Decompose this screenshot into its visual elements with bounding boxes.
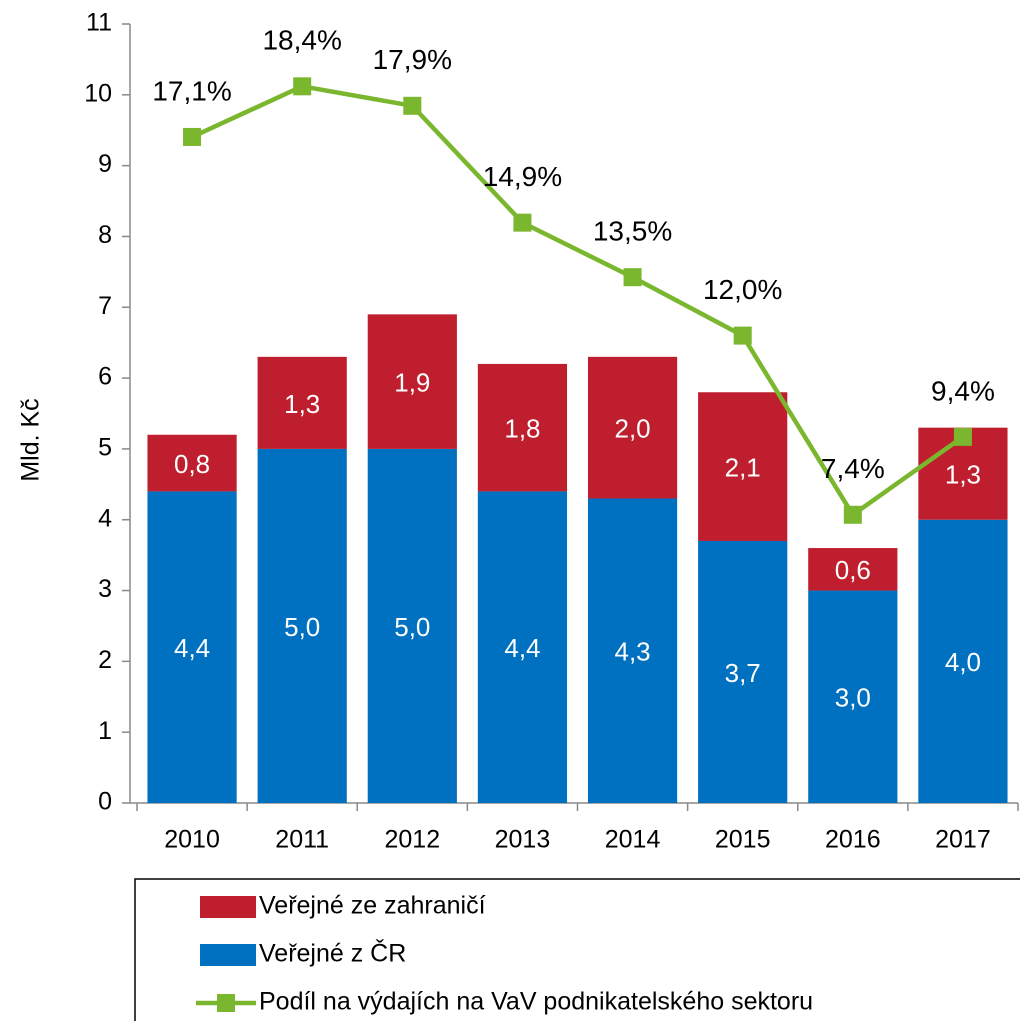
x-tick-label: 2014 [605, 826, 661, 854]
bar [477, 363, 568, 492]
bar-value-label: 4,4 [174, 633, 210, 663]
y-tick-label: 9 [98, 150, 112, 178]
bar [257, 448, 347, 803]
bar-value-label: 5,0 [394, 612, 430, 642]
y-tick-label: 2 [98, 646, 112, 674]
bar-value-label: 4,0 [945, 647, 981, 677]
legend-box [134, 878, 1020, 1021]
bar [698, 392, 788, 541]
x-tick-label: 2015 [715, 826, 771, 854]
y-tick-label: 7 [98, 292, 112, 320]
x-tick-label: 2011 [275, 826, 329, 854]
bar [477, 491, 568, 803]
y-axis-label: Mld. Kč [17, 398, 45, 481]
legend-marker [217, 994, 235, 1012]
line-value-label: 13,5% [593, 216, 672, 247]
bar [808, 548, 898, 591]
legend-label: Veřejné ze zahraničí [259, 892, 486, 920]
line-marker [843, 505, 862, 524]
bar [147, 491, 237, 803]
line-value-label: 17,1% [152, 75, 231, 106]
legend-label: Veřejné z ČR [259, 939, 406, 968]
x-tick-label: 2010 [164, 826, 220, 854]
bar-value-label: 2,1 [725, 452, 761, 482]
y-tick-label: 10 [84, 79, 112, 107]
line-value-label: 18,4% [262, 25, 341, 56]
line-marker [183, 127, 202, 146]
bar [808, 590, 898, 803]
bar-value-label: 1,8 [504, 414, 540, 444]
line-marker [513, 213, 532, 232]
bar-value-label: 5,0 [284, 612, 320, 642]
bar [367, 314, 457, 449]
line [191, 83, 965, 518]
bar [367, 448, 457, 803]
y-tick-label: 5 [98, 434, 112, 462]
y-tick-label: 0 [98, 788, 112, 816]
bar-value-label: 3,7 [725, 658, 761, 688]
bar [147, 434, 237, 492]
legend-swatch [200, 896, 256, 918]
legend-label: Podíl na výdajích na VaV podnikatelského… [259, 988, 813, 1016]
x-tick-label: 2012 [385, 826, 441, 854]
line-value-label: 12,0% [703, 274, 782, 305]
bar-value-label: 0,6 [835, 555, 871, 585]
line-marker [403, 96, 422, 115]
x-tick-label: 2016 [825, 826, 881, 854]
bar-value-label: 0,8 [174, 449, 210, 479]
legend-swatch [200, 944, 256, 966]
y-tick-label: 8 [98, 221, 112, 249]
bar-value-label: 1,3 [945, 460, 981, 490]
bar-value-label: 1,3 [284, 389, 320, 419]
y-tick-label: 1 [98, 717, 112, 745]
bar [918, 519, 1008, 803]
line-marker [953, 427, 972, 446]
y-tick-label: 4 [98, 504, 112, 532]
x-tick-label: 2013 [495, 826, 551, 854]
bar [587, 498, 678, 803]
bar-value-label: 3,0 [835, 683, 871, 713]
bar-value-label: 4,3 [614, 637, 650, 667]
bar-value-label: 4,4 [504, 633, 540, 663]
bar [257, 356, 347, 449]
line-value-label: 14,9% [483, 161, 562, 192]
bar [587, 356, 678, 499]
y-tick-label: 3 [98, 575, 112, 603]
x-tick-label: 2017 [935, 826, 991, 854]
line-marker [293, 77, 312, 96]
bar-value-label: 2,0 [614, 414, 650, 444]
line-value-label: 17,9% [373, 44, 452, 75]
line-marker [623, 268, 642, 287]
y-tick-label: 6 [98, 363, 112, 391]
bar-value-label: 1,9 [394, 368, 430, 398]
line-value-label: 9,4% [931, 375, 995, 406]
y-tick-label: 11 [86, 9, 112, 37]
bar [698, 540, 788, 803]
line-marker [733, 326, 752, 345]
line-value-label: 7,4% [821, 453, 885, 484]
